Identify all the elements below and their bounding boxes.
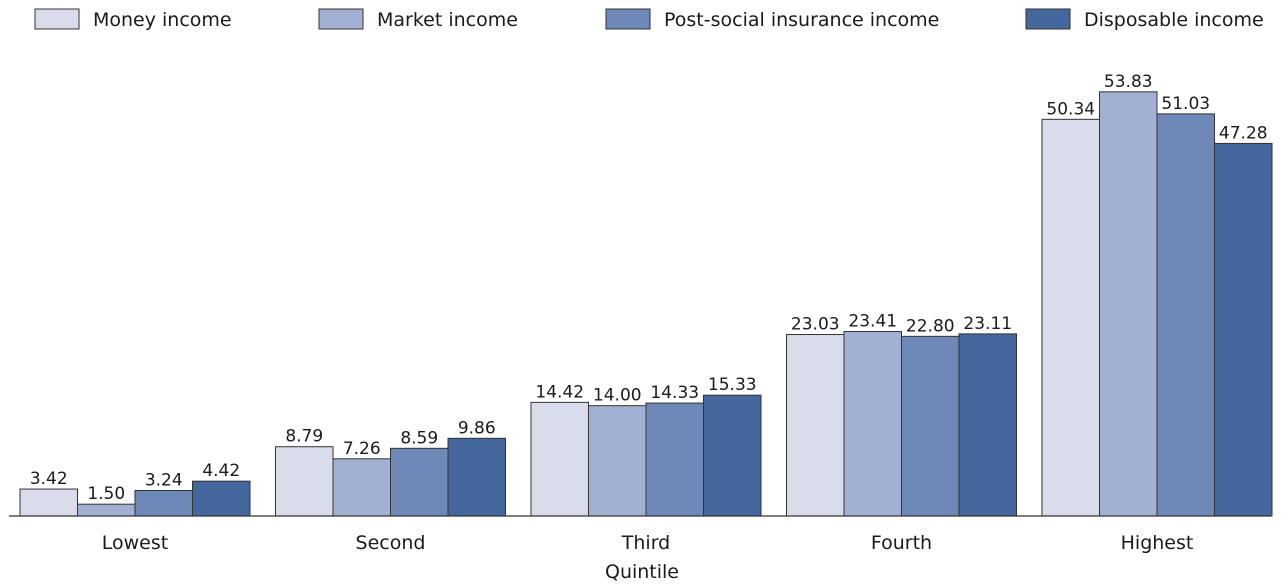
data-label: 50.34 bbox=[1046, 99, 1095, 119]
data-label: 14.00 bbox=[593, 386, 642, 406]
data-label: 23.03 bbox=[791, 315, 840, 335]
bar-third-money-income bbox=[530, 401, 589, 517]
legend-swatch bbox=[34, 8, 80, 30]
data-label: 9.86 bbox=[458, 418, 496, 438]
bar-lowest-disposable-income bbox=[192, 480, 251, 517]
legend-label: Disposable income bbox=[1084, 9, 1264, 31]
data-label: 15.33 bbox=[708, 375, 757, 395]
legend-swatch bbox=[1025, 8, 1071, 30]
bar-second-money-income bbox=[275, 446, 334, 517]
data-label: 8.59 bbox=[400, 428, 438, 448]
legend-label: Money income bbox=[93, 9, 232, 31]
bars bbox=[19, 91, 1273, 517]
bar-lowest-money-income bbox=[19, 488, 78, 517]
data-label: 23.11 bbox=[963, 314, 1012, 334]
data-label: 23.41 bbox=[848, 312, 897, 332]
legend: Money income Market income Post-social ins… bbox=[34, 8, 1264, 31]
bar-highest-disposable-income bbox=[1214, 142, 1273, 517]
data-label: 1.50 bbox=[87, 484, 125, 504]
bar-third-market-income bbox=[588, 405, 647, 517]
legend-swatch bbox=[318, 8, 364, 30]
data-label: 3.42 bbox=[30, 469, 68, 489]
x-axis-title: Quintile bbox=[605, 561, 679, 583]
data-label: 7.26 bbox=[343, 439, 381, 459]
bar-highest-money-income bbox=[1041, 118, 1100, 517]
bar-second-market-income bbox=[332, 458, 391, 517]
bar-fourth-disposable-income bbox=[958, 333, 1017, 517]
bar-highest-market-income bbox=[1099, 91, 1158, 517]
bar-second-disposable-income bbox=[447, 437, 506, 517]
data-label: 8.79 bbox=[285, 427, 323, 447]
legend-item-disposable-income: Disposable income bbox=[1025, 8, 1264, 31]
legend-label: Market income bbox=[377, 9, 518, 31]
x-tick-label-lowest: Lowest bbox=[102, 532, 168, 554]
x-tick-label-fourth: Fourth bbox=[871, 532, 932, 554]
data-label: 4.42 bbox=[202, 461, 240, 481]
legend-item-market-income: Market income bbox=[318, 8, 518, 31]
legend-item-post-social-insurance-income: Post-social insurance income bbox=[605, 8, 939, 31]
legend-item-money-income: Money income bbox=[34, 8, 232, 31]
data-label: 51.03 bbox=[1161, 94, 1210, 114]
x-tick-label-second: Second bbox=[356, 532, 426, 554]
bar-fourth-market-income bbox=[843, 331, 902, 517]
data-labels: 3.42 1.50 3.24 4.42 8.79 7.26 8.59 9.86 14.42 14.… bbox=[30, 72, 1268, 504]
legend-swatch bbox=[605, 8, 651, 30]
bar-third-post-social-insurance-income bbox=[645, 402, 704, 517]
bar-third-disposable-income bbox=[703, 394, 762, 517]
legend-label: Post-social insurance income bbox=[664, 9, 939, 31]
x-tick-label-highest: Highest bbox=[1121, 532, 1194, 554]
bar-lowest-post-social-insurance-income bbox=[134, 489, 193, 517]
x-tick-labels: Lowest Second Third Fourth Highest bbox=[102, 532, 1194, 554]
data-label: 14.33 bbox=[650, 383, 699, 403]
data-label: 53.83 bbox=[1104, 72, 1153, 92]
bar-fourth-post-social-insurance-income bbox=[901, 335, 960, 517]
bar-fourth-money-income bbox=[786, 334, 845, 517]
x-tick-label-third: Third bbox=[621, 532, 670, 554]
bar-lowest-market-income bbox=[77, 503, 136, 517]
data-label: 14.42 bbox=[535, 382, 584, 402]
data-label: 22.80 bbox=[906, 316, 955, 336]
bar-second-post-social-insurance-income bbox=[390, 447, 449, 517]
data-label: 3.24 bbox=[145, 470, 183, 490]
data-label: 47.28 bbox=[1219, 123, 1268, 143]
bar-highest-post-social-insurance-income bbox=[1156, 113, 1215, 517]
